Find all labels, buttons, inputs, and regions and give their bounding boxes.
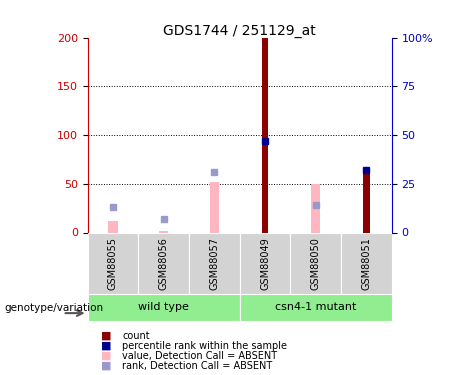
Bar [290, 232, 341, 294]
Text: percentile rank within the sample: percentile rank within the sample [122, 341, 287, 351]
Text: wild type: wild type [138, 303, 189, 312]
Text: rank, Detection Call = ABSENT: rank, Detection Call = ABSENT [122, 361, 272, 371]
Text: GSM88056: GSM88056 [159, 237, 169, 290]
Text: ■: ■ [101, 351, 112, 361]
Bar [210, 182, 219, 232]
Text: GSM88051: GSM88051 [361, 237, 372, 290]
Bar [138, 232, 189, 294]
Bar [108, 221, 118, 232]
Bar [240, 232, 290, 294]
Bar [311, 184, 320, 232]
Bar [88, 232, 138, 294]
Text: value, Detection Call = ABSENT: value, Detection Call = ABSENT [122, 351, 277, 361]
Bar [262, 38, 268, 232]
Text: GSM88057: GSM88057 [209, 237, 219, 290]
Text: genotype/variation: genotype/variation [5, 303, 104, 313]
Text: GSM88049: GSM88049 [260, 237, 270, 290]
Text: GSM88055: GSM88055 [108, 237, 118, 290]
Text: ■: ■ [101, 331, 112, 340]
Bar [189, 232, 240, 294]
Text: ■: ■ [101, 361, 112, 371]
Bar [88, 294, 240, 321]
Bar [341, 232, 392, 294]
Text: count: count [122, 331, 150, 340]
Text: ■: ■ [101, 341, 112, 351]
Bar [363, 169, 370, 232]
Text: GDS1744 / 251129_at: GDS1744 / 251129_at [163, 24, 316, 38]
Bar [159, 231, 168, 232]
Text: GSM88050: GSM88050 [311, 237, 321, 290]
Text: csn4-1 mutant: csn4-1 mutant [275, 303, 356, 312]
Bar [240, 294, 392, 321]
